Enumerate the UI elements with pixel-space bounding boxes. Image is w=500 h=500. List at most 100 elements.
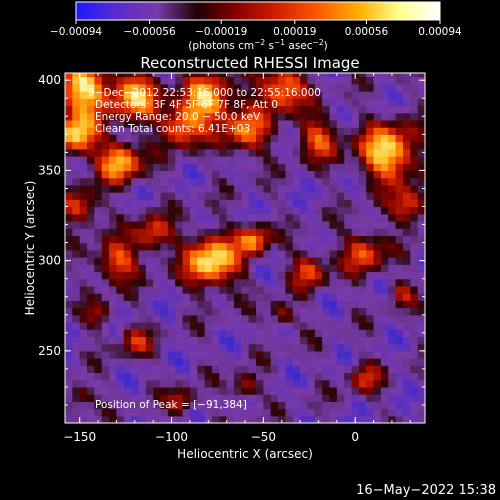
heatmap-cell <box>65 105 73 114</box>
heatmap-cell <box>263 321 272 330</box>
heatmap-cell <box>285 184 294 193</box>
heatmap-cell <box>336 242 345 251</box>
heatmap-cell <box>336 228 345 236</box>
heatmap-cell <box>226 300 235 309</box>
heatmap-cell <box>219 264 228 273</box>
heatmap-cell <box>219 336 228 345</box>
heatmap-cell <box>256 394 264 402</box>
heatmap-cell <box>270 163 279 172</box>
heatmap-cell <box>248 199 257 208</box>
heatmap-cell <box>278 76 287 85</box>
heatmap-cell <box>410 336 419 345</box>
heatmap-cell <box>358 141 367 150</box>
heatmap-cell <box>145 307 154 316</box>
heatmap-cell <box>182 343 191 352</box>
heatmap-cell <box>72 184 81 193</box>
heatmap-cell <box>131 365 140 374</box>
heatmap-cell <box>380 228 389 236</box>
heatmap-cell <box>373 184 382 193</box>
heatmap-cell <box>410 213 419 222</box>
heatmap-cell <box>233 127 242 135</box>
heatmap-cell <box>219 300 228 309</box>
heatmap-cell <box>72 220 81 229</box>
heatmap-cell <box>256 336 264 345</box>
heatmap-cell <box>226 184 235 193</box>
heatmap-cell <box>160 199 169 208</box>
heatmap-cell <box>270 358 279 366</box>
heatmap-cell <box>358 192 367 200</box>
heatmap-cell <box>285 401 294 410</box>
heatmap-cell <box>87 336 95 345</box>
heatmap-cell <box>211 365 220 374</box>
heatmap-cell <box>388 98 397 107</box>
heatmap-cell <box>233 408 242 417</box>
heatmap-cell <box>153 358 162 366</box>
heatmap-cell <box>211 379 220 388</box>
heatmap-cell <box>153 177 162 186</box>
heatmap-cell <box>402 264 411 273</box>
heatmap-cell <box>175 112 184 121</box>
heatmap-cell <box>65 127 73 135</box>
heatmap-cell <box>263 408 272 417</box>
heatmap-cell <box>373 105 382 114</box>
heatmap-cell <box>138 271 147 280</box>
heatmap-cell <box>160 91 169 99</box>
heatmap-cell <box>233 105 242 114</box>
heatmap-cell <box>182 213 191 222</box>
heatmap-cell <box>402 235 411 244</box>
heatmap-cell <box>307 271 316 280</box>
heatmap-cell <box>233 350 242 359</box>
heatmap-cell <box>336 386 345 395</box>
heatmap-cell <box>380 408 389 417</box>
heatmap-cell <box>292 73 301 78</box>
heatmap-cell <box>116 321 125 330</box>
heatmap-cell <box>189 220 198 229</box>
heatmap-cell <box>167 365 176 374</box>
heatmap-cell <box>417 206 425 215</box>
heatmap-cell <box>388 184 397 193</box>
heatmap-cell <box>182 358 191 366</box>
heatmap-cell <box>87 141 95 150</box>
heatmap-cell <box>248 141 257 150</box>
heatmap-cell <box>145 206 154 215</box>
heatmap-cell <box>322 372 331 381</box>
x-tick-label: −150 <box>63 430 96 444</box>
heatmap-cell <box>248 401 257 410</box>
heatmap-cell <box>417 358 425 366</box>
heatmap-cell <box>248 213 257 222</box>
heatmap-cell <box>101 134 110 143</box>
heatmap-cell <box>109 408 118 417</box>
heatmap-cell <box>204 213 213 222</box>
heatmap-cell <box>189 358 198 366</box>
heatmap-cell <box>226 141 235 150</box>
heatmap-cell <box>101 148 110 157</box>
heatmap-cell <box>344 343 353 352</box>
heatmap-cell <box>167 134 176 143</box>
heatmap-cell <box>248 358 257 366</box>
heatmap-cell <box>153 220 162 229</box>
heatmap-cell <box>145 163 154 172</box>
heatmap-cell <box>270 372 279 381</box>
heatmap-cell <box>263 365 272 374</box>
heatmap-cell <box>270 199 279 208</box>
heatmap-cell <box>292 386 301 395</box>
heatmap-cell <box>373 91 382 99</box>
heatmap-cell <box>263 141 272 150</box>
heatmap-cell <box>197 415 206 423</box>
heatmap-cell <box>395 127 404 135</box>
heatmap-cell <box>351 91 360 99</box>
heatmap-cell <box>160 83 169 92</box>
heatmap-cell <box>241 379 250 388</box>
heatmap-cell <box>256 163 264 172</box>
heatmap-cell <box>145 394 154 402</box>
heatmap-cell <box>211 170 220 179</box>
heatmap-cell <box>145 379 154 388</box>
heatmap-cell <box>226 148 235 157</box>
heatmap-cell <box>380 415 389 423</box>
heatmap-cell <box>256 213 264 222</box>
heatmap-cell <box>336 300 345 309</box>
heatmap-cell <box>395 264 404 273</box>
heatmap-cell <box>358 386 367 395</box>
heatmap-cell <box>314 163 323 172</box>
heatmap-cell <box>175 213 184 222</box>
